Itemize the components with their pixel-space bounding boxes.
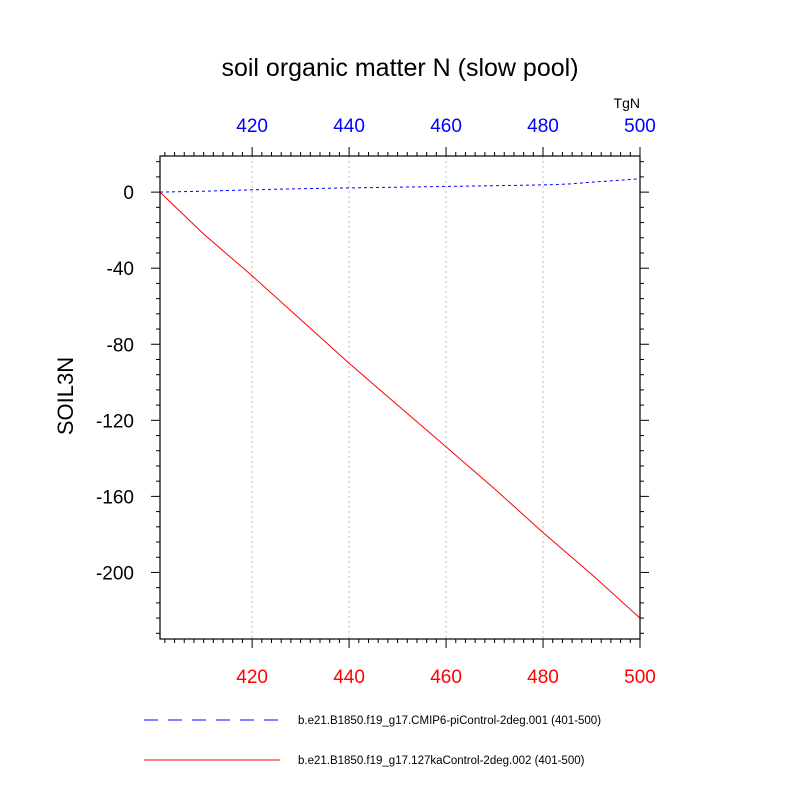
y-tick-label--200: -200: [96, 563, 134, 584]
legend-label-2: b.e21.B1850.f19_g17.127kaControl-2deg.00…: [298, 755, 585, 767]
axis-ticks: [151, 147, 649, 648]
y-tick-label-0: 0: [123, 183, 134, 204]
plot-frame: [159, 155, 641, 640]
x-tick-label-top-480: 480: [527, 116, 559, 137]
grid-lines: [251, 156, 544, 639]
series-line-2: [159, 191, 641, 619]
x-tick-label-bottom-440: 440: [333, 667, 365, 688]
series-line-1: [159, 178, 641, 193]
x-tick-label-bottom-460: 460: [430, 667, 462, 688]
units-label: TgN: [614, 95, 640, 111]
x-tick-label-bottom-500: 500: [624, 667, 656, 688]
y-tick-label--80: -80: [107, 335, 134, 356]
legend: b.e21.B1850.f19_g17.CMIP6-piControl-2deg…: [144, 715, 601, 767]
x-tick-label-top-500: 500: [624, 116, 656, 137]
y-axis-label: SOIL3N: [53, 357, 78, 435]
x-tick-label-top-440: 440: [333, 116, 365, 137]
chart-title: soil organic matter N (slow pool): [221, 54, 578, 82]
x-tick-label-top-420: 420: [236, 116, 268, 137]
tick-labels: 420 420 440 440 460 460 480 480 500 500 0 -40 -80 -12…: [96, 116, 656, 688]
series-layer: [159, 178, 641, 619]
x-tick-label-bottom-480: 480: [527, 667, 559, 688]
y-tick-label--40: -40: [107, 259, 134, 280]
legend-label-1: b.e21.B1850.f19_g17.CMIP6-piControl-2deg…: [298, 715, 601, 727]
y-tick-label--120: -120: [96, 411, 134, 432]
y-tick-label--160: -160: [96, 487, 134, 508]
x-tick-label-top-460: 460: [430, 116, 462, 137]
x-tick-label-bottom-420: 420: [236, 667, 268, 688]
